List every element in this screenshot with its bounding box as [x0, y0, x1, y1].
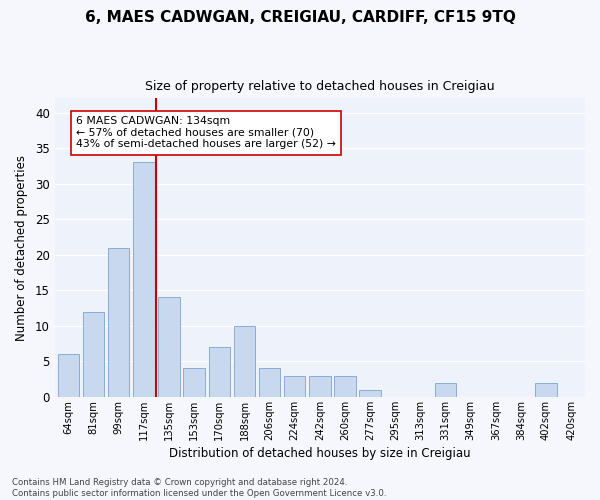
Bar [184, 368, 205, 397]
Bar [83, 312, 104, 397]
Text: 6, MAES CADWGAN, CREIGIAU, CARDIFF, CF15 9TQ: 6, MAES CADWGAN, CREIGIAU, CARDIFF, CF15… [85, 10, 515, 25]
Text: Contains HM Land Registry data © Crown copyright and database right 2024.
Contai: Contains HM Land Registry data © Crown c… [12, 478, 386, 498]
Y-axis label: Number of detached properties: Number of detached properties [15, 154, 28, 340]
Bar [58, 354, 79, 397]
Title: Size of property relative to detached houses in Creigiau: Size of property relative to detached ho… [145, 80, 494, 93]
Bar [334, 376, 356, 397]
Bar [359, 390, 381, 397]
Bar [234, 326, 255, 397]
Bar [309, 376, 331, 397]
Bar [158, 298, 180, 397]
Bar [535, 382, 557, 397]
Bar [133, 162, 155, 397]
Bar [435, 382, 456, 397]
X-axis label: Distribution of detached houses by size in Creigiau: Distribution of detached houses by size … [169, 447, 470, 460]
Bar [259, 368, 280, 397]
Text: 6 MAES CADWGAN: 134sqm
← 57% of detached houses are smaller (70)
43% of semi-det: 6 MAES CADWGAN: 134sqm ← 57% of detached… [76, 116, 336, 150]
Bar [209, 347, 230, 397]
Bar [108, 248, 130, 397]
Bar [284, 376, 305, 397]
